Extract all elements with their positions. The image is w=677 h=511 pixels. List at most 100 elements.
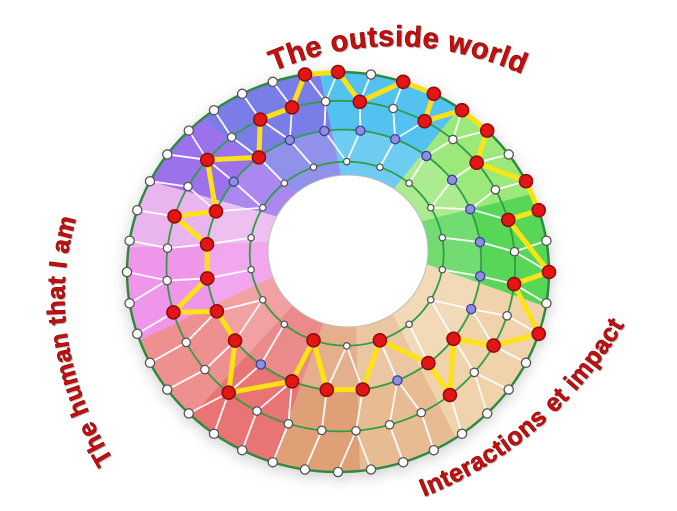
node-red[interactable] [355,382,371,397]
node-white[interactable] [503,384,514,395]
node-white[interactable] [162,149,173,160]
node-white[interactable] [509,246,520,257]
node-white[interactable] [236,88,248,100]
node-white[interactable] [309,163,318,172]
node-red[interactable] [166,305,181,320]
node-white[interactable] [183,408,195,419]
node-white[interactable] [541,235,552,246]
node-white[interactable] [332,466,344,478]
node-white[interactable] [520,357,532,369]
node-red[interactable] [486,338,501,353]
node-white[interactable] [438,233,447,242]
node-white[interactable] [351,425,361,436]
sector-2[interactable] [202,72,341,193]
node-white[interactable] [384,419,395,430]
node-purple[interactable] [474,270,486,282]
node-white[interactable] [280,179,289,188]
sector-5[interactable] [127,241,273,341]
node-white[interactable] [124,298,135,309]
node-white[interactable] [208,428,220,440]
node-red[interactable] [479,123,495,138]
node-purple[interactable] [421,150,432,162]
node-red[interactable] [306,332,321,348]
sector-8[interactable] [272,323,361,472]
node-red[interactable] [167,209,182,224]
node-purple[interactable] [465,303,477,315]
sector-7[interactable] [191,305,324,463]
node-white[interactable] [456,428,468,440]
node-red[interactable] [200,271,215,286]
node-white[interactable] [299,464,311,475]
node-white[interactable] [280,320,289,329]
node-white[interactable] [502,310,512,321]
node-white[interactable] [397,456,409,468]
node-white[interactable] [426,295,435,304]
node-white[interactable] [200,364,210,375]
node-white[interactable] [428,444,440,456]
sector-3[interactable] [150,118,297,217]
node-white[interactable] [144,357,156,369]
node-white[interactable] [162,384,173,395]
node-white[interactable] [342,157,351,166]
node-white[interactable] [208,104,220,116]
node-white[interactable] [124,235,135,246]
node-white[interactable] [267,456,279,468]
node-red[interactable] [531,326,547,342]
node-white[interactable] [448,134,458,145]
node-red[interactable] [297,67,313,82]
node-white[interactable] [481,408,493,419]
node-white[interactable] [490,184,501,195]
node-white[interactable] [438,265,447,274]
node-white[interactable] [144,175,156,187]
node-white[interactable] [503,149,514,160]
node-white[interactable] [405,179,413,188]
node-red[interactable] [209,303,225,319]
node-white[interactable] [267,76,279,88]
node-purple[interactable] [465,203,476,215]
node-white[interactable] [121,266,133,278]
node-red[interactable] [500,212,516,228]
node-white[interactable] [132,328,143,340]
node-white[interactable] [376,163,384,172]
node-red[interactable] [420,355,436,371]
node-red[interactable] [208,204,224,219]
node-red[interactable] [417,113,432,129]
node-white[interactable] [183,125,195,136]
node-white[interactable] [236,444,248,456]
node-purple[interactable] [474,236,486,248]
node-red[interactable] [426,86,442,102]
node-white[interactable] [541,298,552,309]
node-white[interactable] [162,275,172,286]
node-white[interactable] [258,203,267,212]
node-white[interactable] [252,406,262,416]
node-red[interactable] [352,94,368,110]
node-white[interactable] [405,320,413,329]
node-red[interactable] [531,202,547,218]
node-white[interactable] [132,204,143,216]
node-purple[interactable] [319,125,330,137]
node-red[interactable] [227,333,243,348]
node-purple[interactable] [255,359,267,370]
node-white[interactable] [162,243,173,253]
node-purple[interactable] [355,125,366,136]
node-white[interactable] [316,425,327,436]
node-white[interactable] [469,367,480,378]
node-red[interactable] [330,64,346,80]
node-purple[interactable] [284,134,296,146]
node-white[interactable] [183,181,193,192]
node-white[interactable] [283,418,294,429]
node-white[interactable] [426,203,435,212]
node-purple[interactable] [228,176,239,187]
node-red[interactable] [469,155,485,170]
node-red[interactable] [284,100,300,115]
node-red[interactable] [395,74,411,90]
node-white[interactable] [342,342,351,350]
node-red[interactable] [506,276,522,292]
node-red[interactable] [446,331,461,347]
node-white[interactable] [258,295,267,304]
node-red[interactable] [518,173,534,189]
node-white[interactable] [365,69,377,80]
node-red[interactable] [199,237,215,252]
node-red[interactable] [541,264,557,280]
node-purple[interactable] [446,174,458,186]
